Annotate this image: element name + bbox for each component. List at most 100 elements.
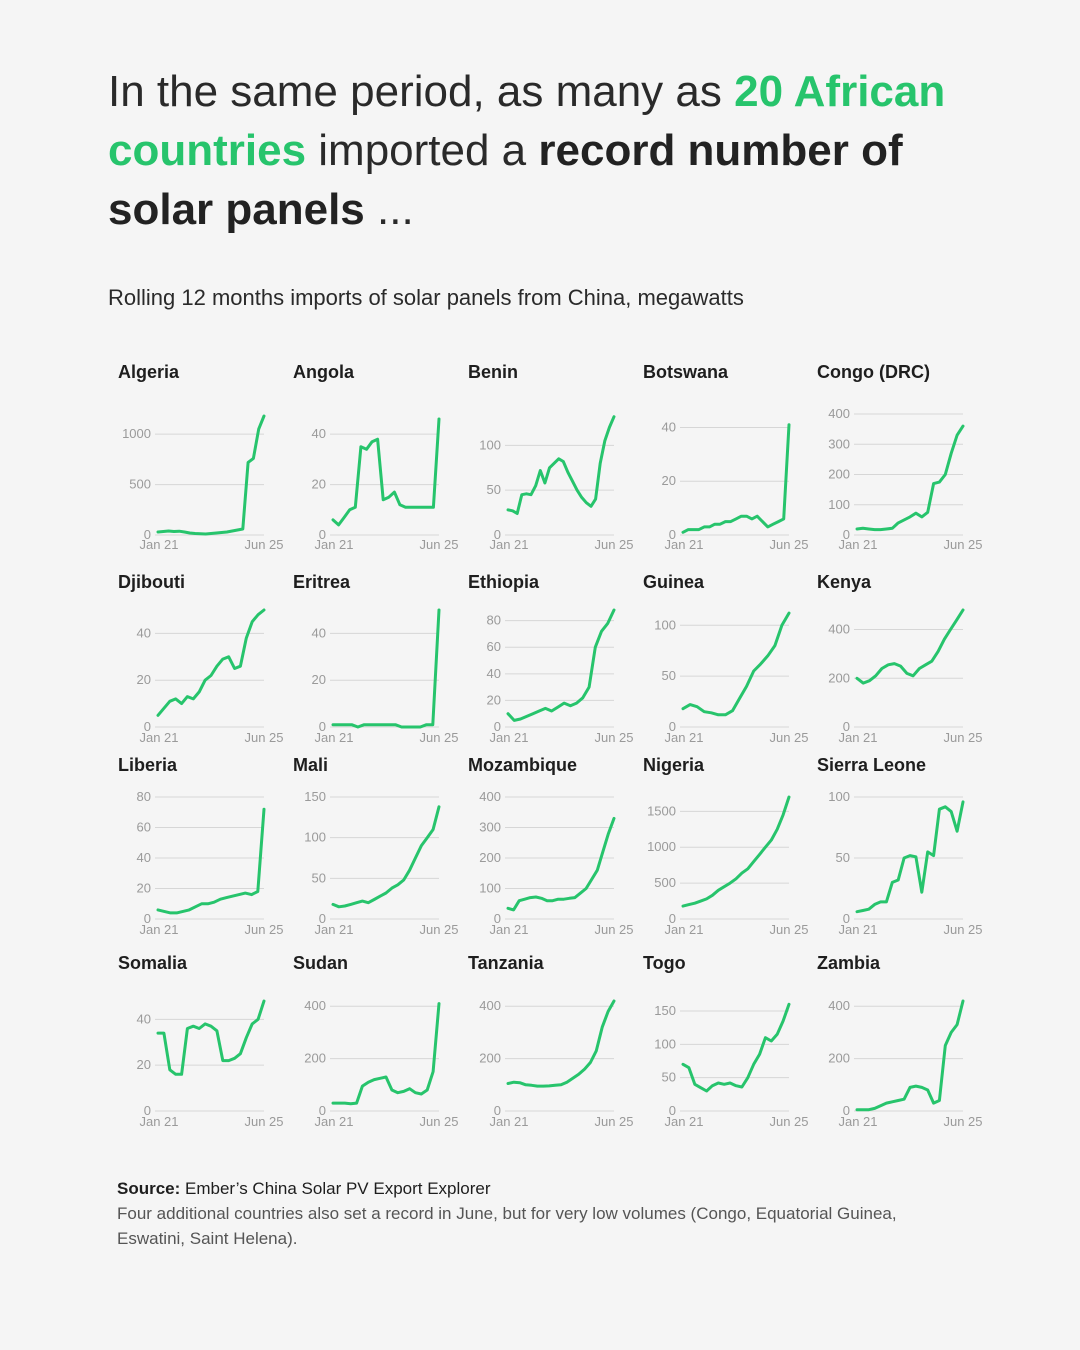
y-tick-label: 40 (137, 850, 151, 865)
panel-title: Ethiopia (468, 572, 540, 592)
panel-ethiopia: Ethiopia 0 20 40 60 80 Jan 21 Jun 25 (468, 572, 634, 745)
panel-tanzania: Tanzania 0 200 400 Jan 21 Jun 25 (468, 953, 634, 1129)
series-line (855, 800, 965, 914)
source-text: Ember’s China Solar PV Export Explorer (180, 1179, 491, 1198)
y-tick-label: 0 (144, 719, 151, 734)
panel-title: Algeria (118, 362, 180, 382)
y-tick-label: 1500 (647, 803, 676, 818)
headline-part-2: imported a (306, 126, 539, 175)
source-label: Source: (117, 1179, 181, 1198)
y-tick-label: 300 (479, 820, 501, 835)
y-tick-label: 100 (654, 617, 676, 632)
series-line (331, 417, 441, 527)
panel-title: Nigeria (643, 755, 705, 775)
source-line: Source: Ember’s China Solar PV Export Ex… (117, 1176, 957, 1201)
x-tick-label-end: Jun 25 (244, 730, 283, 745)
headline-accent: 20 African countries (108, 67, 946, 175)
headline-part-3: ... (364, 185, 414, 234)
panel-nigeria: Nigeria 0 500 1000 1500 Jan 21 Jun 25 (643, 755, 809, 937)
panel-guinea: Guinea 0 50 100 Jan 21 Jun 25 (643, 572, 809, 745)
y-tick-label: 0 (843, 719, 850, 734)
x-tick-label-start: Jan 21 (838, 537, 877, 552)
panel-congo-drc: Congo (DRC) 0 100 200 300 400 Jan 21 Jun 25 (817, 362, 983, 552)
y-tick-label: 400 (828, 406, 850, 421)
series-line (156, 608, 266, 717)
x-tick-label-end: Jun 25 (419, 730, 458, 745)
panel-somalia: Somalia 0 20 40 Jan 21 Jun 25 (118, 953, 284, 1129)
series-line (156, 999, 266, 1076)
x-tick-label-end: Jun 25 (594, 730, 633, 745)
series-line (331, 805, 441, 909)
panel-title: Guinea (643, 572, 705, 592)
series-line (331, 608, 441, 729)
footnote: Four additional countries also set a rec… (117, 1204, 897, 1248)
series-line (681, 795, 791, 908)
x-tick-label-end: Jun 25 (244, 922, 283, 937)
y-tick-label: 300 (828, 436, 850, 451)
x-tick-label-start: Jan 21 (664, 730, 703, 745)
y-tick-label: 40 (312, 426, 326, 441)
series-line (855, 424, 965, 532)
y-tick-label: 200 (479, 1051, 501, 1066)
series-line (681, 1002, 791, 1093)
x-tick-label-start: Jan 21 (664, 922, 703, 937)
series-line (331, 1002, 441, 1106)
y-tick-label: 1000 (647, 839, 676, 854)
series-line (855, 999, 965, 1112)
panel-title: Togo (643, 953, 686, 973)
y-tick-label: 0 (843, 911, 850, 926)
panel-algeria: Algeria 0 500 1000 Jan 21 Jun 25 (118, 362, 284, 552)
y-tick-label: 0 (144, 527, 151, 542)
x-tick-label-start: Jan 21 (314, 537, 353, 552)
panel-kenya: Kenya 0 200 400 Jan 21 Jun 25 (817, 572, 983, 745)
x-tick-label-start: Jan 21 (314, 922, 353, 937)
panel-sierra-leone: Sierra Leone 0 50 100 Jan 21 Jun 25 (817, 755, 983, 937)
y-tick-label: 20 (662, 473, 676, 488)
panel-title: Somalia (118, 953, 188, 973)
y-tick-label: 20 (312, 672, 326, 687)
headline-bold: record number of solar panels (108, 126, 903, 234)
y-tick-label: 1000 (122, 426, 151, 441)
y-tick-label: 50 (662, 1070, 676, 1085)
series-line (506, 999, 616, 1088)
y-tick-label: 400 (479, 998, 501, 1013)
x-tick-label-end: Jun 25 (943, 1114, 982, 1129)
y-tick-label: 40 (487, 666, 501, 681)
y-tick-label: 0 (319, 719, 326, 734)
panel-title: Sudan (293, 953, 348, 973)
x-tick-label-start: Jan 21 (838, 1114, 877, 1129)
y-tick-label: 150 (654, 1003, 676, 1018)
x-tick-label-start: Jan 21 (139, 922, 178, 937)
y-tick-label: 0 (843, 1103, 850, 1118)
panel-title: Mozambique (468, 755, 577, 775)
panel-title: Mali (293, 755, 328, 775)
x-tick-label-end: Jun 25 (419, 1114, 458, 1129)
x-tick-label-start: Jan 21 (314, 730, 353, 745)
y-tick-label: 0 (669, 1103, 676, 1118)
headline: In the same period, as many as 20 Africa… (108, 62, 988, 239)
series-line (506, 816, 616, 912)
x-tick-label-start: Jan 21 (139, 537, 178, 552)
panel-djibouti: Djibouti 0 20 40 Jan 21 Jun 25 (118, 572, 284, 745)
x-tick-label-end: Jun 25 (943, 730, 982, 745)
panel-title: Botswana (643, 362, 729, 382)
y-tick-label: 80 (487, 613, 501, 628)
y-tick-label: 0 (669, 527, 676, 542)
y-tick-label: 50 (836, 850, 850, 865)
y-tick-label: 200 (479, 850, 501, 865)
y-tick-label: 400 (828, 998, 850, 1013)
y-tick-label: 100 (479, 881, 501, 896)
x-tick-label-start: Jan 21 (664, 1114, 703, 1129)
series-line (506, 608, 616, 722)
y-tick-label: 100 (828, 789, 850, 804)
x-tick-label-end: Jun 25 (244, 537, 283, 552)
x-tick-label-end: Jun 25 (769, 730, 808, 745)
y-tick-label: 20 (137, 672, 151, 687)
y-tick-label: 50 (662, 668, 676, 683)
y-tick-label: 60 (137, 820, 151, 835)
y-tick-label: 40 (137, 1011, 151, 1026)
x-tick-label-start: Jan 21 (489, 537, 528, 552)
x-tick-label-start: Jan 21 (489, 1114, 528, 1129)
x-tick-label-end: Jun 25 (594, 922, 633, 937)
